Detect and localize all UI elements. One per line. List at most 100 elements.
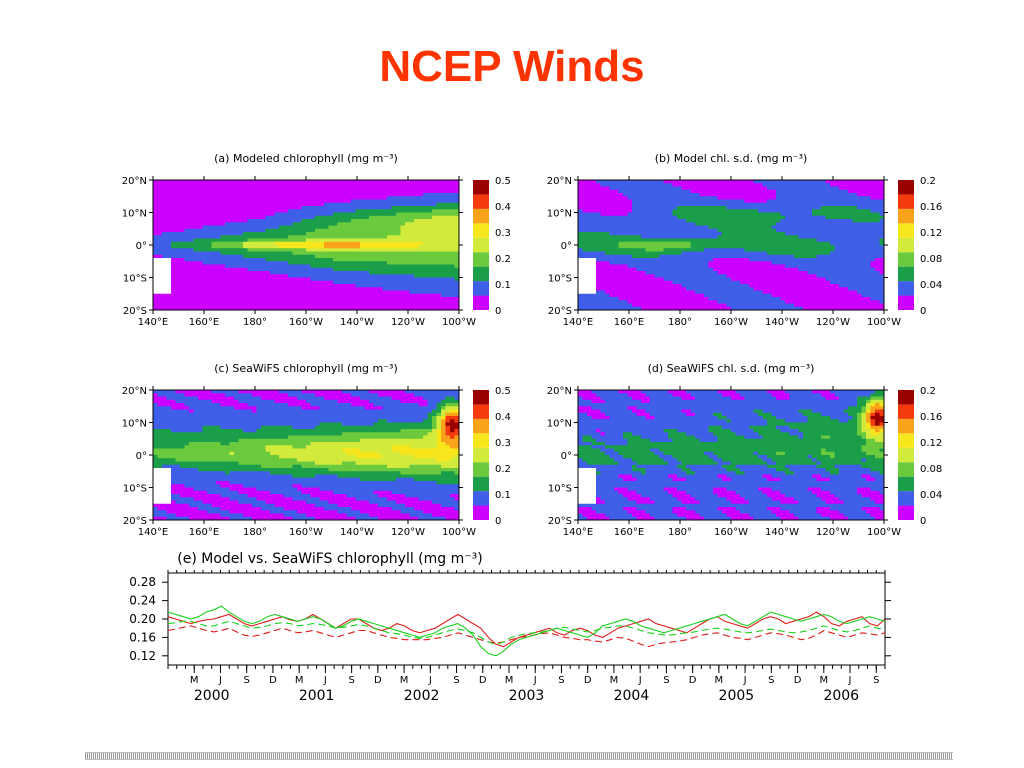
heatmap-cell	[609, 251, 615, 256]
heatmap-cell	[328, 180, 334, 184]
heatmap-cell	[297, 251, 302, 256]
heatmap-cell	[771, 219, 777, 223]
heatmap-cell	[735, 258, 741, 262]
heatmap-cell	[686, 277, 691, 282]
heatmap-cell	[405, 293, 410, 298]
heatmap-cell	[373, 206, 379, 210]
heatmap-cell	[189, 267, 194, 272]
heatmap-cell	[816, 277, 822, 282]
heatmap-cell	[261, 290, 266, 295]
heatmap-cell	[378, 199, 383, 204]
heatmap-cell	[274, 232, 280, 236]
heatmap-cell	[265, 183, 271, 187]
heatmap-cell	[605, 238, 610, 243]
heatmap-cell	[807, 248, 813, 252]
heatmap-cell	[180, 193, 185, 197]
heatmap-cell	[382, 241, 388, 246]
heatmap-cell	[405, 193, 410, 197]
heatmap-cell	[171, 186, 176, 191]
heatmap-cell	[740, 206, 745, 210]
heatmap-cell	[717, 189, 723, 194]
heatmap-cell	[400, 235, 406, 239]
heatmap-cell	[681, 232, 687, 236]
heatmap-cell	[663, 193, 669, 197]
heatmap-cell	[807, 199, 813, 204]
heatmap-cell	[798, 225, 804, 230]
heatmap-cell	[202, 215, 208, 220]
heatmap-cell	[315, 248, 320, 252]
heatmap-cell	[216, 196, 221, 200]
heatmap-cell	[175, 248, 181, 252]
heatmap-cell	[423, 196, 428, 200]
heatmap-cell	[283, 264, 289, 269]
heatmap-cell	[659, 261, 664, 265]
heatmap-cell	[704, 202, 709, 207]
heatmap-cell	[686, 186, 691, 191]
heatmap-cell	[175, 209, 181, 213]
heatmap-cell	[614, 258, 619, 262]
heatmap-cell	[618, 267, 624, 272]
heatmap-cell	[238, 258, 244, 262]
heatmap-cell	[735, 264, 741, 269]
heatmap-cell	[767, 206, 772, 210]
heatmap-cell	[690, 183, 696, 187]
heatmap-cell	[717, 261, 723, 265]
heatmap-cell	[618, 238, 624, 243]
heatmap-cell	[436, 228, 442, 233]
heatmap-cell	[672, 232, 678, 236]
heatmap-cell	[857, 228, 862, 233]
heatmap-cell	[270, 274, 275, 278]
heatmap-cell	[645, 235, 651, 239]
heatmap-cell	[175, 235, 181, 239]
heatmap-cell	[749, 193, 754, 197]
heatmap-cell	[166, 264, 172, 269]
heatmap-cell	[726, 264, 732, 269]
heatmap-cell	[256, 284, 262, 288]
heatmap-cell	[315, 183, 320, 187]
x-tick-label: 120°W	[391, 317, 425, 328]
heatmap-cell	[319, 215, 325, 220]
heatmap-cell	[202, 219, 208, 223]
heatmap-cell	[600, 189, 606, 194]
heatmap-cell	[450, 306, 455, 311]
heatmap-cell	[378, 293, 383, 298]
heatmap-cell	[753, 202, 759, 207]
heatmap-cell	[427, 215, 433, 220]
heatmap-cell	[324, 232, 329, 236]
heatmap-cell	[310, 209, 316, 213]
heatmap-cell	[436, 290, 442, 295]
heatmap-cell	[283, 206, 289, 210]
heatmap-cell	[839, 219, 844, 223]
heatmap-cell	[803, 277, 808, 282]
heatmap-cell	[157, 284, 163, 288]
heatmap-cell	[382, 274, 388, 278]
heatmap-cell	[162, 277, 167, 282]
heatmap-cell	[378, 238, 383, 243]
heatmap-cell	[436, 251, 442, 256]
heatmap-cell	[369, 258, 374, 262]
heatmap-cell	[582, 280, 588, 285]
heatmap-cell	[211, 261, 217, 265]
heatmap-cell	[270, 215, 275, 220]
heatmap-cell	[175, 206, 181, 210]
heatmap-cell	[695, 251, 700, 256]
heatmap-cell	[364, 254, 370, 259]
heatmap-cell	[292, 228, 298, 233]
heatmap-cell	[355, 206, 361, 210]
heatmap-cell	[157, 241, 163, 246]
heatmap-cell	[659, 183, 664, 187]
heatmap-cell	[270, 209, 275, 213]
heatmap-cell	[171, 235, 176, 239]
heatmap-cell	[830, 186, 835, 191]
heatmap-cell	[391, 267, 397, 272]
heatmap-cell	[319, 293, 325, 298]
heatmap-cell	[220, 193, 226, 197]
heatmap-cell	[789, 206, 795, 210]
heatmap-cell	[677, 235, 682, 239]
heatmap-cell	[695, 245, 700, 249]
heatmap-cell	[807, 219, 813, 223]
heatmap-cell	[193, 206, 199, 210]
heatmap-cell	[405, 284, 410, 288]
heatmap-cell	[337, 271, 343, 275]
heatmap-cell	[247, 267, 253, 272]
